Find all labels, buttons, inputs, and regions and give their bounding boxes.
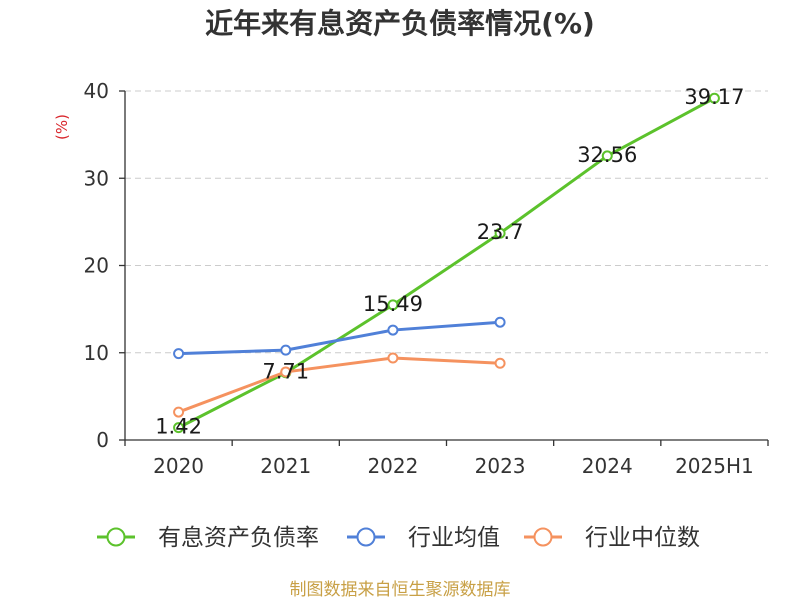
y-tick-label: 30 [84, 166, 109, 190]
legend-circle-marker [106, 527, 126, 547]
legend-label: 行业中位数 [585, 525, 700, 551]
y-tick-label: 10 [84, 341, 109, 365]
gridlines [125, 90, 768, 354]
legend-label: 行业均值 [408, 525, 500, 551]
data-label: 39.17 [684, 85, 744, 109]
series [173, 92, 720, 434]
industry-median-point [387, 352, 399, 364]
industry-median-point [494, 357, 506, 369]
legend: 有息资产负债率 行业均值 行业中位数 [97, 525, 700, 551]
industry-average-point [173, 348, 185, 360]
data-label: 1.42 [155, 415, 202, 439]
data-label: 15.49 [363, 292, 423, 316]
x-tick-label: 2025H1 [675, 454, 754, 478]
x-tick-label: 2022 [367, 454, 418, 478]
legend-label: 有息资产负债率 [158, 525, 319, 551]
interest-bearing-debt-ratio-point [387, 299, 399, 311]
interest-bearing-debt-ratio-point [708, 92, 720, 104]
industry-median-point [173, 406, 185, 418]
series-interest-bearing-debt-ratio [173, 92, 720, 434]
legend-item-interest-bearing-debt-ratio[interactable]: 有息资产负债率 [97, 525, 319, 551]
industry-average-point [387, 324, 399, 336]
y-axis-label: (%) [53, 114, 71, 140]
data-label: 23.7 [477, 220, 524, 244]
source-note: 制图数据来自恒生聚源数据库 [290, 580, 511, 600]
axes: 0 10 20 30 40 2020 2021 2022 2023 2024 2025H1 [84, 79, 769, 478]
x-tick-label: 2020 [153, 454, 204, 478]
series-line-interest-bearing-debt-ratio [177, 96, 716, 430]
y-tick-label: 0 [96, 428, 109, 452]
x-tick-label: 2024 [582, 454, 633, 478]
y-tick-label: 20 [84, 254, 109, 278]
legend-item-industry-average[interactable]: 行业均值 [347, 525, 500, 551]
interest-bearing-debt-ratio-point [601, 150, 613, 162]
x-tick-label: 2023 [475, 454, 526, 478]
chart-title: 近年来有息资产负债率情况(%) [205, 7, 595, 40]
industry-average-point [494, 316, 506, 328]
data-label: 7.71 [262, 360, 309, 384]
series-industry-median [173, 352, 506, 418]
series-line-industry-average [177, 320, 502, 356]
series-industry-average [173, 316, 506, 360]
interest-bearing-debt-ratio-point [173, 422, 185, 434]
legend-item-industry-median[interactable]: 行业中位数 [524, 525, 700, 551]
data-label: 32.56 [577, 143, 637, 167]
industry-average-point [280, 344, 292, 356]
data-labels: 1.42 7.71 15.49 23.7 32.56 39.17 [155, 85, 744, 438]
legend-circle-marker [356, 527, 376, 547]
y-tick-label: 40 [84, 79, 109, 103]
x-tick-label: 2021 [260, 454, 311, 478]
legend-circle-marker [533, 527, 553, 547]
interest-bearing-debt-ratio-point [494, 227, 506, 239]
series-line-industry-median [177, 356, 502, 414]
industry-median-point [280, 366, 292, 378]
